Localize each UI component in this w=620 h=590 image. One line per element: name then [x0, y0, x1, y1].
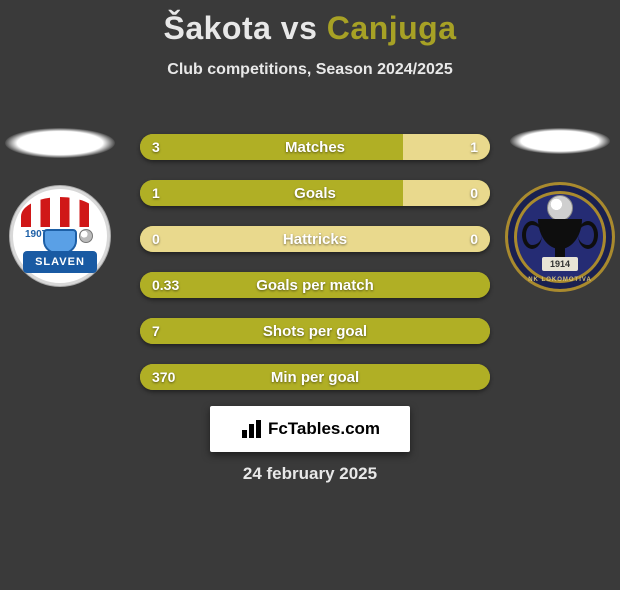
stat-bar-right-value: 1: [470, 134, 478, 160]
crest-trophy-stem-icon: [555, 247, 565, 257]
stat-bar-label: Goals per match: [140, 272, 490, 298]
stat-bar-left-value: 1: [152, 180, 160, 206]
stat-bar: Goals1 0: [140, 180, 490, 206]
comparison-bars: Matches31Goals10Hattricks00Goals per mat…: [140, 134, 490, 390]
crest-year-right: 1914: [542, 257, 578, 271]
stat-bar-label: Min per goal: [140, 364, 490, 390]
stat-bar: Hattricks0 0: [140, 226, 490, 252]
date-label: 24 february 2025: [0, 464, 620, 484]
stat-bar-left-value: 0.33: [152, 272, 179, 298]
title-vs: vs: [281, 10, 318, 46]
stat-bar-left-value: 370: [152, 364, 175, 390]
crest-ball-icon: [79, 229, 93, 243]
crest-name-left: SLAVEN: [23, 251, 97, 273]
stat-bar-label: Matches: [140, 134, 490, 160]
fctables-link[interactable]: FcTables.com: [210, 406, 410, 452]
title-player1: Šakota: [163, 10, 271, 46]
stat-bar: Matches3 1: [140, 134, 490, 160]
stat-bar-right-value: 0: [470, 226, 478, 252]
page-title: Šakota vs Canjuga: [0, 10, 620, 47]
stat-bar-label: Hattricks: [140, 226, 490, 252]
crest-checker-icon: [21, 197, 99, 227]
stat-bar-left-value: 7: [152, 318, 160, 344]
title-player2: Canjuga: [327, 10, 457, 46]
stat-bar-left-value: 0: [152, 226, 160, 252]
left-column: 1907 SLAVEN: [0, 128, 120, 286]
stat-bar-label: Goals: [140, 180, 490, 206]
right-column: 1914 NK LOKOMOTIVA: [500, 128, 620, 292]
stat-bar-label: Shots per goal: [140, 318, 490, 344]
fctables-label: FcTables.com: [268, 419, 380, 439]
stat-bar: Shots per goal7: [140, 318, 490, 344]
player1-silhouette: [5, 128, 115, 158]
team-crest-right: 1914 NK LOKOMOTIVA: [505, 182, 615, 292]
crest-name-right: NK LOKOMOTIVA: [508, 277, 612, 283]
stat-bar-left-value: 3: [152, 134, 160, 160]
stat-bar: Goals per match0.33: [140, 272, 490, 298]
stat-bar: Min per goal370: [140, 364, 490, 390]
subtitle: Club competitions, Season 2024/2025: [0, 61, 620, 79]
player2-silhouette: [510, 128, 610, 154]
crest-ball-icon: [547, 195, 573, 221]
stat-bar-right-value: 0: [470, 180, 478, 206]
crest-trophy-icon: [538, 219, 582, 249]
team-crest-left: 1907 SLAVEN: [10, 186, 110, 286]
fctables-logo-icon: [240, 418, 262, 440]
